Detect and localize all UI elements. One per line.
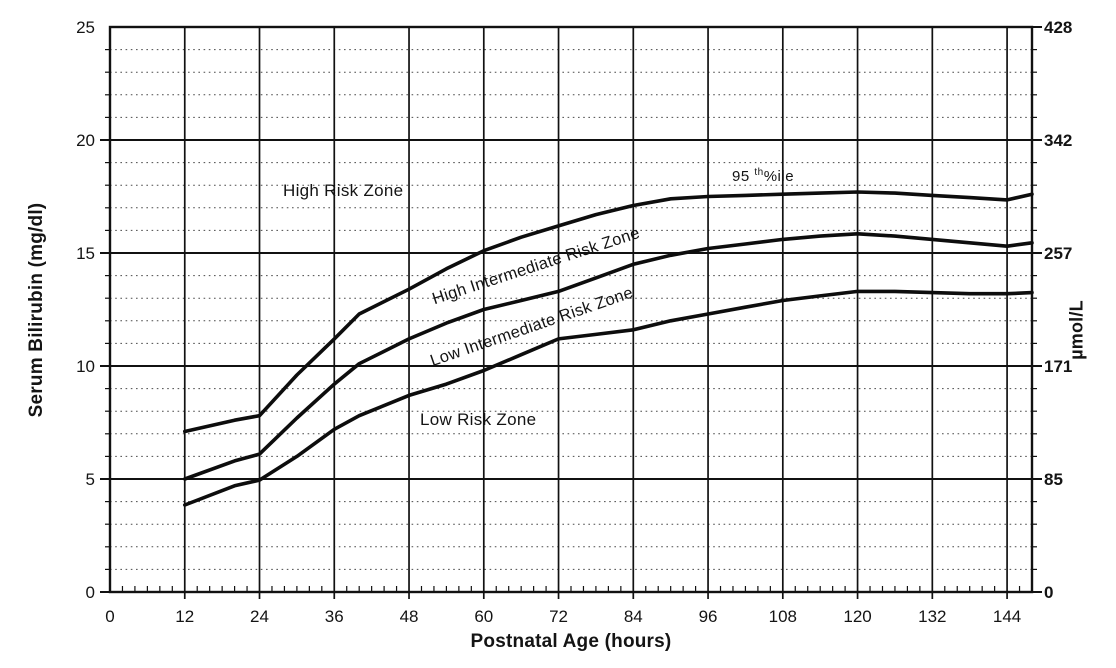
x-tick-label: 108 — [769, 607, 797, 626]
y-right-tick-label: 342 — [1044, 131, 1072, 150]
percentile-95-superscript: th — [754, 167, 764, 178]
y-axis-ticks — [100, 26, 1042, 593]
x-axis-minor-ticks — [121, 586, 1021, 592]
x-tick-label: 144 — [993, 607, 1021, 626]
y-left-tick-label: 25 — [76, 18, 95, 37]
tick-labels: 0 12 24 36 48 60 72 84 96 108 120 132 144 0 5 10 15 20 25 0… — [76, 18, 1072, 626]
risk-zone-curves — [183, 190, 1034, 507]
low-risk-zone-label: Low Risk Zone — [420, 410, 537, 429]
percentile-95-base: 95 — [732, 168, 750, 185]
percentile-95-rest: %ile — [763, 168, 795, 185]
y-left-tick-label: 20 — [76, 131, 95, 150]
y-right-tick-label: 85 — [1044, 470, 1063, 489]
x-tick-label: 60 — [474, 607, 493, 626]
x-axis-title: Postnatal Age (hours) — [470, 631, 672, 652]
y-right-tick-label: 0 — [1044, 583, 1053, 602]
high-risk-zone-label: High Risk Zone — [283, 181, 404, 200]
y-right-tick-label: 171 — [1044, 357, 1072, 376]
x-tick-label: 120 — [843, 607, 871, 626]
risk-curve-0 — [183, 190, 1034, 434]
x-tick-label: 0 — [105, 607, 114, 626]
y-right-tick-label: 428 — [1044, 18, 1072, 37]
x-tick-label: 96 — [699, 607, 718, 626]
y-axis-title-left: Serum Bilirubin (mg/dl) — [26, 202, 47, 418]
x-tick-label: 72 — [549, 607, 568, 626]
y-left-tick-label: 10 — [76, 357, 95, 376]
vertical-gridlines — [183, 27, 1008, 599]
risk-curve-1 — [183, 232, 1034, 481]
risk-curve-2 — [183, 289, 1034, 507]
y-left-tick-label: 15 — [76, 244, 95, 263]
y-axis-title-right: µmol/L — [1066, 300, 1087, 360]
percentile-95-label: 95 th%ile — [732, 167, 795, 186]
x-tick-label: 12 — [175, 607, 194, 626]
y-left-tick-label: 5 — [86, 470, 95, 489]
y-right-tick-label: 257 — [1044, 244, 1072, 263]
x-tick-label: 132 — [918, 607, 946, 626]
x-tick-label: 84 — [624, 607, 643, 626]
x-tick-label: 36 — [325, 607, 344, 626]
x-tick-label: 24 — [250, 607, 269, 626]
x-tick-label: 48 — [400, 607, 419, 626]
y-left-tick-label: 0 — [86, 583, 95, 602]
